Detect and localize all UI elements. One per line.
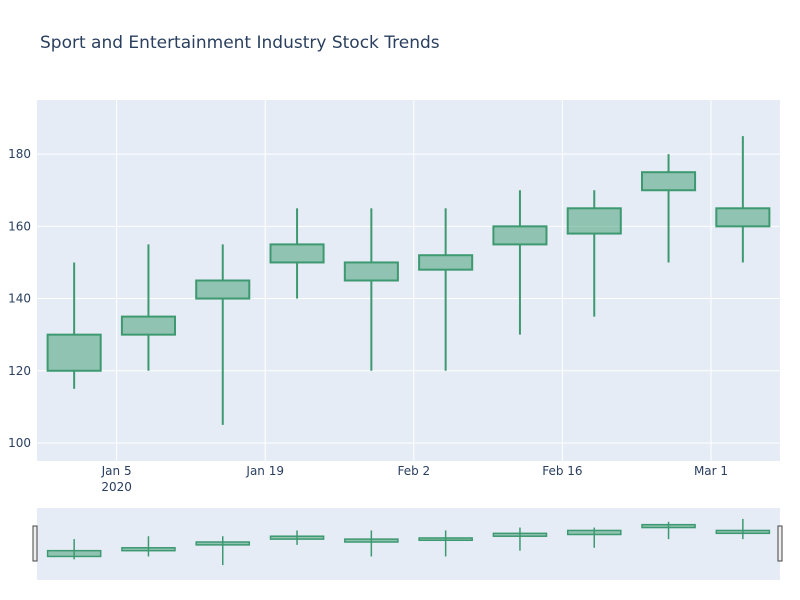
grid-layer: [37, 100, 780, 461]
slider-candlestick: [195, 536, 251, 566]
candle-body: [46, 333, 102, 372]
slider-candlestick: [46, 539, 102, 560]
slider-candlestick: [121, 536, 176, 557]
slider-candlestick: [418, 530, 473, 557]
slider-candle-body: [641, 523, 696, 529]
range-slider[interactable]: [37, 508, 780, 580]
slider-candle-body: [418, 537, 473, 542]
candlestick[interactable]: [492, 190, 548, 335]
range-slider-candles: [46, 518, 771, 566]
candle-body: [418, 254, 474, 271]
candlestick[interactable]: [641, 154, 697, 263]
x-tick-label: Jan 5: [101, 464, 132, 478]
slider-candle-body: [121, 547, 176, 552]
candle-body: [343, 261, 399, 282]
candle-body: [195, 279, 251, 300]
range-slider-right-handle[interactable]: [777, 525, 783, 562]
candle-body: [641, 171, 697, 192]
candlestick[interactable]: [418, 208, 474, 371]
y-tick-label: 160: [8, 219, 31, 233]
x-tick-label: Mar 1: [694, 464, 728, 478]
slider-candlestick: [641, 521, 696, 540]
candle-layer: [46, 136, 771, 425]
plot-area: [37, 100, 780, 461]
y-tick-label: 100: [8, 436, 31, 450]
candlestick[interactable]: [120, 244, 176, 371]
y-tick-label: 140: [8, 292, 31, 306]
candlestick[interactable]: [269, 208, 325, 299]
x-tick-label: Feb 2: [397, 464, 430, 478]
slider-candle-body: [344, 538, 399, 543]
slider-candlestick: [492, 527, 548, 551]
slider-candle-body: [492, 532, 548, 537]
slider-candle-body: [269, 535, 325, 540]
y-tick-label: 180: [8, 147, 31, 161]
candlestick[interactable]: [715, 136, 771, 263]
candlestick[interactable]: [46, 262, 102, 389]
candlestick[interactable]: [343, 208, 399, 371]
y-tick-label: 120: [8, 364, 31, 378]
candlestick[interactable]: [566, 190, 622, 317]
candle-body: [715, 207, 771, 228]
x-tick-label: Feb 16: [542, 464, 582, 478]
chart-title: Sport and Entertainment Industry Stock T…: [40, 33, 440, 53]
candle-body: [269, 243, 325, 264]
tick-layer: 100 120 140 160 180 Jan 5 2020 Jan 19 Feb 2 Feb 1…: [8, 147, 728, 494]
range-slider-left-handle[interactable]: [32, 525, 38, 562]
x-tick-label: Jan 19: [245, 464, 284, 478]
slider-candlestick: [715, 518, 771, 540]
x-tick-sublabel: 2020: [101, 480, 132, 494]
slider-candle-body: [46, 549, 102, 558]
candle-body: [492, 225, 548, 246]
slider-candlestick: [269, 530, 325, 545]
slider-candlestick: [566, 527, 622, 548]
candlestick[interactable]: [195, 244, 251, 425]
slider-candle-body: [195, 541, 251, 546]
slider-candle-body: [566, 529, 622, 536]
candle-body: [566, 207, 622, 235]
slider-candle-body: [715, 529, 771, 535]
slider-candlestick: [344, 530, 399, 557]
candle-body: [120, 315, 176, 336]
